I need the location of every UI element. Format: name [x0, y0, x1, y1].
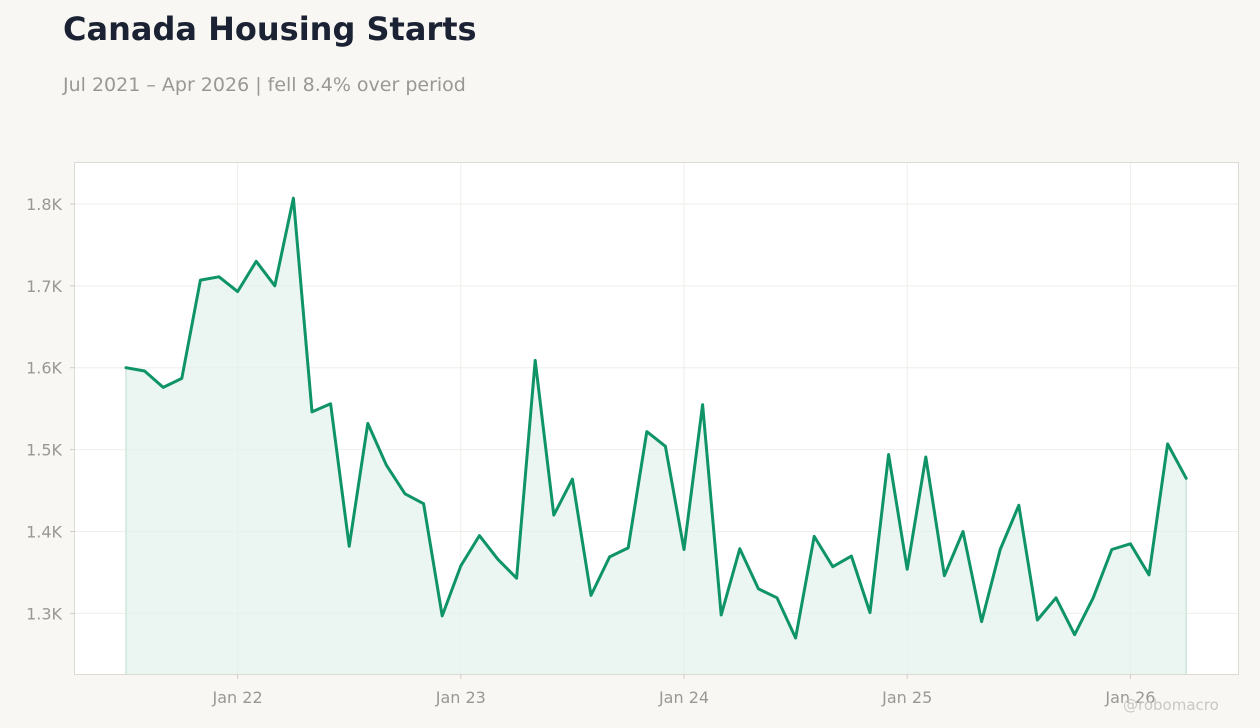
credit-watermark: @robomacro: [1123, 696, 1219, 714]
x-tick-label: Jan 26: [1104, 688, 1155, 707]
x-tick-label: Jan 23: [435, 688, 486, 707]
y-tick-label: 1.4K: [26, 523, 62, 542]
y-tick-label: 1.3K: [26, 604, 62, 623]
x-tick-label: Jan 22: [212, 688, 263, 707]
y-axis-ticks: 1.3K 1.4K 1.5K 1.6K 1.7K 1.8K: [26, 195, 75, 623]
x-tick-label: Jan 24: [658, 688, 709, 707]
series-line: [124, 196, 1188, 640]
y-tick-label: 1.5K: [26, 441, 62, 460]
x-tick-label: Jan 25: [881, 688, 932, 707]
chart-title: Canada Housing Starts: [63, 10, 477, 48]
y-tick-label: 1.7K: [26, 277, 62, 296]
y-tick-label: 1.6K: [26, 359, 62, 378]
series-area-fill: [126, 198, 1187, 674]
x-axis-ticks: Jan 22 Jan 23 Jan 24 Jan 25 Jan 26: [212, 674, 1155, 707]
y-tick-label: 1.8K: [26, 195, 62, 214]
chart-subtitle: Jul 2021 – Apr 2026 | fell 8.4% over per…: [63, 74, 466, 96]
